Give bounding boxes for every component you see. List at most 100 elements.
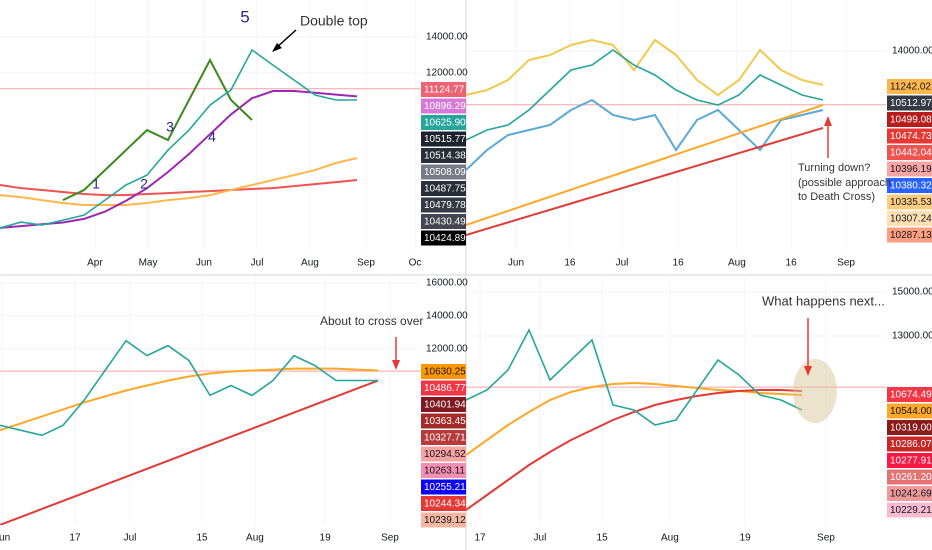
price-tag bbox=[421, 364, 466, 379]
price-tag-label: 10307.24 bbox=[890, 214, 932, 225]
price-tag-label: 10286.07 bbox=[890, 439, 932, 450]
series-line bbox=[466, 126, 824, 236]
x-tick-label: Jul bbox=[251, 258, 264, 269]
price-tag-label: 10287.13 bbox=[890, 230, 932, 241]
y-tick-label: 15000.00 bbox=[892, 287, 932, 298]
annotation: What happens next... bbox=[762, 293, 885, 308]
price-tag-label: 10515.77 bbox=[424, 134, 466, 145]
series-line bbox=[466, 104, 824, 226]
price-tag-label: 10674.49 bbox=[890, 390, 932, 401]
price-tag bbox=[421, 82, 466, 97]
price-tag bbox=[887, 387, 932, 402]
y-tick-label: 14000.00 bbox=[426, 32, 468, 43]
price-tag-label: 10430.49 bbox=[424, 217, 466, 228]
price-tag bbox=[421, 413, 466, 429]
series-line bbox=[466, 389, 803, 511]
price-tag bbox=[887, 112, 932, 127]
y-tick-label: 12000.00 bbox=[426, 343, 468, 354]
x-tick-label: 17 bbox=[475, 533, 487, 544]
price-tag bbox=[421, 463, 466, 478]
price-tag-label: 10277.91 bbox=[890, 456, 932, 467]
price-tag-label: 10442.04 bbox=[890, 148, 932, 159]
price-tag-label: 10255.21 bbox=[424, 482, 466, 493]
price-tag bbox=[421, 496, 466, 511]
price-tag bbox=[421, 181, 466, 196]
price-tag bbox=[421, 446, 466, 462]
price-tag-label: 10544.00 bbox=[890, 406, 932, 417]
price-tag bbox=[887, 95, 932, 111]
price-tag bbox=[887, 145, 932, 160]
price-tag bbox=[887, 453, 932, 468]
price-tag-label: 10294.52 bbox=[424, 449, 466, 460]
y-tick-label: 13000.00 bbox=[892, 331, 932, 342]
series-line bbox=[0, 367, 379, 432]
x-tick-label: Aug bbox=[301, 258, 319, 269]
x-tick-label: May bbox=[139, 258, 158, 269]
price-tag-label: 10499.08 bbox=[890, 115, 932, 126]
arrow-head bbox=[804, 366, 812, 376]
price-tag-label: 10625.90 bbox=[424, 118, 466, 129]
y-tick-label: 14000.00 bbox=[426, 310, 468, 321]
series-line bbox=[466, 38, 824, 97]
price-tag bbox=[887, 194, 932, 210]
price-tag bbox=[887, 79, 932, 94]
series-line bbox=[0, 157, 358, 206]
annotation: 1 bbox=[92, 176, 100, 192]
price-tag bbox=[887, 436, 932, 452]
y-tick-label: 16000.00 bbox=[426, 278, 468, 289]
annotation: Turning down? bbox=[798, 162, 870, 174]
series-line bbox=[0, 339, 378, 437]
price-tag bbox=[887, 403, 932, 419]
price-tag-label: 10242.69 bbox=[890, 489, 932, 500]
price-tag bbox=[421, 397, 466, 412]
price-tag-label: 10327.71 bbox=[424, 433, 466, 444]
price-tag bbox=[887, 211, 932, 226]
price-tag-label: 11124.77 bbox=[424, 85, 465, 96]
x-tick-label: Sep bbox=[357, 258, 375, 269]
x-tick-label: Jun bbox=[508, 258, 524, 269]
price-tag-label: 10487.75 bbox=[424, 184, 466, 195]
price-tag-label: 10514.38 bbox=[424, 151, 466, 162]
x-tick-label: Oc bbox=[409, 258, 422, 269]
series-line bbox=[0, 179, 358, 197]
arrows bbox=[272, 29, 837, 423]
x-tick-label: Jun bbox=[196, 258, 212, 269]
annotation: (possible approach bbox=[798, 177, 891, 189]
arrow-head bbox=[824, 116, 832, 126]
arrow bbox=[275, 29, 297, 49]
price-tag-label: 10319.00 bbox=[890, 423, 932, 434]
y-tick-label: 12000.00 bbox=[426, 68, 468, 79]
price-tag-label: 10401.94 bbox=[424, 400, 466, 411]
annotation: 4 bbox=[208, 129, 216, 145]
price-tag bbox=[421, 430, 466, 445]
price-tag-label: 10261.20 bbox=[890, 472, 932, 483]
series-line bbox=[466, 381, 803, 456]
x-tick-label: Apr bbox=[87, 258, 103, 269]
price-tag bbox=[421, 98, 466, 114]
price-tag-label: 11242.02 bbox=[890, 82, 931, 93]
annotation: to Death Cross) bbox=[798, 191, 875, 203]
price-tag-label: 10512.97 bbox=[890, 98, 932, 109]
annotation: About to cross over bbox=[320, 314, 423, 328]
panel bbox=[0, 275, 420, 525]
price-tag bbox=[421, 115, 466, 130]
y-tick-label: 14000.00 bbox=[892, 46, 932, 57]
price-tag-label: 10508.09 bbox=[424, 167, 466, 178]
price-tag-label: 10239.12 bbox=[424, 515, 466, 526]
price-tag bbox=[421, 148, 466, 163]
price-tag-label: 10474.73 bbox=[890, 131, 932, 142]
annotation: 2 bbox=[140, 176, 148, 192]
price-tag bbox=[887, 161, 932, 177]
series-line bbox=[62, 57, 253, 202]
series-line bbox=[466, 328, 803, 426]
price-tag bbox=[887, 502, 932, 518]
price-tag-label: 10263.11 bbox=[424, 466, 465, 477]
series-line bbox=[0, 90, 358, 229]
x-tick-label: Jul bbox=[124, 533, 137, 544]
highlight bbox=[793, 359, 837, 423]
annotation: Double top bbox=[300, 13, 368, 29]
panel bbox=[0, 0, 420, 250]
x-tick-label: Sep bbox=[381, 533, 399, 544]
